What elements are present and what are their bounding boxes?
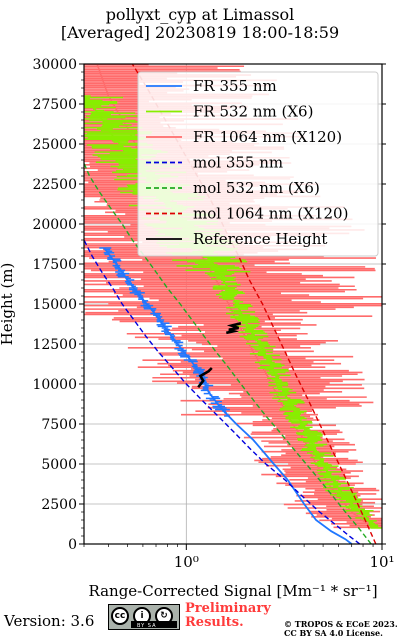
y-tick-label-8: 20000 — [32, 217, 77, 233]
cc-license-badge: cc i ↻ BY SA — [108, 604, 180, 630]
y-axis-label: Height (m) — [0, 263, 16, 346]
cc-badge-label: BY SA — [137, 623, 157, 629]
legend-label-fr532: FR 532 nm (X6) — [193, 103, 313, 121]
legend-label-mol1064: mol 1064 nm (X120) — [193, 205, 348, 223]
legend-label-reference: Reference Height — [193, 230, 327, 248]
version-label: Version: 3.6 — [4, 612, 95, 630]
y-tick-label-9: 22500 — [32, 177, 77, 193]
legend-box — [137, 71, 379, 257]
y-tick-label-6: 15000 — [32, 297, 77, 313]
legend-label-mol355: mol 355 nm — [193, 154, 283, 172]
chart-title-line2: [Averaged] 20230819 18:00-18:59 — [60, 23, 340, 42]
preliminary-results-label: Preliminary Results. — [185, 602, 271, 630]
x-tick-label-0: 10⁰ — [174, 553, 199, 571]
cc-badge-strip — [131, 621, 177, 628]
x-axis-label: Range-Corrected Signal [Mm⁻¹ * sr⁻¹] — [88, 582, 377, 600]
chart-svg: 0 2500 5000 7500 10000 12500 15000 17500 20000 22… — [0, 57, 395, 600]
copyright-notice: © TROPOS & ECoE 2023. CC BY SA 4.0 Licen… — [284, 620, 398, 638]
reference-height-segment-0 — [197, 367, 213, 389]
series-fr355-line — [103, 247, 353, 544]
y-tick-label-2: 5000 — [41, 457, 77, 473]
cc-logo-icon: cc — [111, 607, 129, 625]
y-tick-label-7: 17500 — [32, 257, 77, 273]
series-mol355-line — [84, 239, 361, 544]
preliminary-line2: Results. — [185, 615, 244, 630]
chart-title-line1: pollyxt_cyp at Limassol — [105, 5, 295, 24]
copyright-line2: CC BY SA 4.0 License. — [284, 628, 383, 638]
series-mol1064-line — [131, 64, 377, 544]
x-tick-label-1: 10¹ — [369, 553, 394, 571]
y-tick-label-1: 2500 — [41, 497, 77, 513]
series-mol532-line — [84, 162, 372, 544]
reference-height-segment-1 — [225, 321, 242, 335]
y-tick-label-10: 25000 — [32, 137, 77, 153]
preliminary-line1: Preliminary — [185, 601, 271, 616]
legend-label-fr1064: FR 1064 nm (X120) — [193, 128, 342, 146]
legend-label-fr355: FR 355 nm — [193, 77, 277, 95]
y-tick-label-12: 30000 — [32, 57, 77, 73]
y-tick-label-5: 12500 — [32, 337, 77, 353]
legend: FR 355 nm FR 532 nm (X6) FR 1064 nm (X120)… — [137, 71, 379, 257]
copyright-line1: © TROPOS & ECoE 2023. — [284, 619, 398, 629]
y-tick-label-11: 27500 — [32, 97, 77, 113]
y-tick-label-0: 0 — [68, 537, 77, 553]
y-tick-label-3: 7500 — [41, 417, 77, 433]
legend-label-mol532: mol 532 nm (X6) — [193, 179, 320, 197]
y-tick-label-4: 10000 — [32, 377, 77, 393]
